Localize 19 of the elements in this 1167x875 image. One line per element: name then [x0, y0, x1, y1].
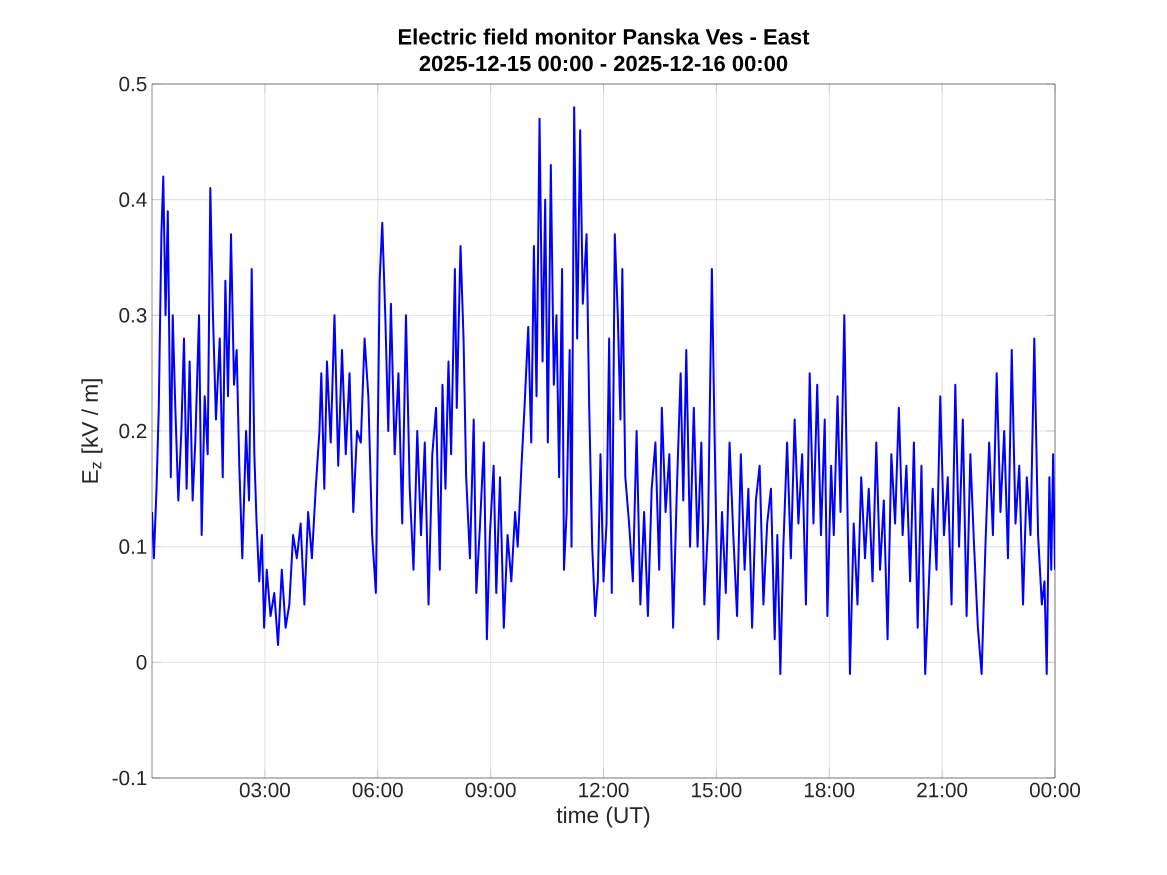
x-tick-label: 15:00	[692, 782, 742, 798]
x-tick-label: 21:00	[917, 782, 968, 798]
y-axis-title: E$_{z}$ [kV / m]	[81, 379, 103, 483]
y-tick-label: 0.5	[119, 76, 147, 92]
x-tick-label: 00:00	[1029, 782, 1081, 798]
y-tick-label: -0.1	[112, 770, 147, 786]
x-tick-label: 12:00	[579, 782, 629, 798]
y-tick-label: 0.4	[119, 192, 147, 207]
x-tick-label: 09:00	[465, 782, 516, 798]
chart-subtitle: 2025-12-15 00:00 - 2025-12-16 00:00	[419, 55, 788, 72]
x-tick-label: 06:00	[352, 782, 403, 798]
y-tick-label: 0	[136, 655, 147, 670]
y-tick-label: 0.3	[119, 308, 147, 323]
chart-title: Electric field monitor Panska Ves - East	[398, 28, 810, 45]
y-tick-label: 0.2	[119, 423, 147, 439]
x-axis-title: time (UT)	[556, 806, 650, 828]
y-tick-label: 0.1	[119, 539, 147, 554]
x-tick-label: 03:00	[239, 782, 290, 798]
x-tick-label: 18:00	[804, 782, 855, 798]
